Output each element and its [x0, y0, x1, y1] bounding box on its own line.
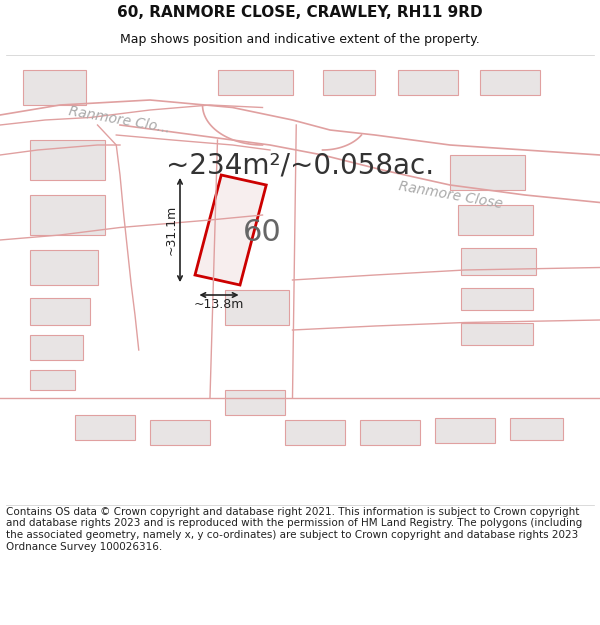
Text: Ranmore Clo...: Ranmore Clo... [67, 104, 171, 136]
Polygon shape [30, 140, 105, 180]
Polygon shape [225, 290, 289, 325]
Polygon shape [30, 370, 75, 390]
Polygon shape [75, 415, 135, 440]
Polygon shape [480, 70, 540, 95]
Polygon shape [458, 205, 533, 235]
Polygon shape [510, 418, 563, 440]
Polygon shape [323, 70, 375, 95]
Text: ~31.1m: ~31.1m [164, 205, 178, 255]
Polygon shape [461, 288, 533, 310]
Text: Contains OS data © Crown copyright and database right 2021. This information is : Contains OS data © Crown copyright and d… [6, 507, 582, 552]
Text: Ranmore Close: Ranmore Close [398, 179, 504, 211]
Polygon shape [218, 70, 293, 95]
Polygon shape [30, 250, 97, 285]
Polygon shape [195, 175, 266, 285]
Polygon shape [398, 70, 458, 95]
Text: 60, RANMORE CLOSE, CRAWLEY, RH11 9RD: 60, RANMORE CLOSE, CRAWLEY, RH11 9RD [117, 4, 483, 19]
Polygon shape [461, 248, 536, 275]
Polygon shape [23, 70, 86, 105]
Polygon shape [360, 420, 420, 445]
Polygon shape [450, 155, 525, 190]
Polygon shape [461, 322, 533, 345]
Text: ~234m²/~0.058ac.: ~234m²/~0.058ac. [166, 151, 434, 179]
Text: ~13.8m: ~13.8m [194, 299, 244, 311]
Polygon shape [435, 418, 495, 442]
Polygon shape [150, 420, 210, 445]
Text: 60: 60 [243, 218, 282, 247]
Text: Map shows position and indicative extent of the property.: Map shows position and indicative extent… [120, 33, 480, 46]
Polygon shape [225, 390, 285, 415]
Polygon shape [285, 420, 345, 445]
Polygon shape [30, 298, 90, 325]
Polygon shape [30, 335, 83, 360]
Polygon shape [30, 195, 105, 235]
